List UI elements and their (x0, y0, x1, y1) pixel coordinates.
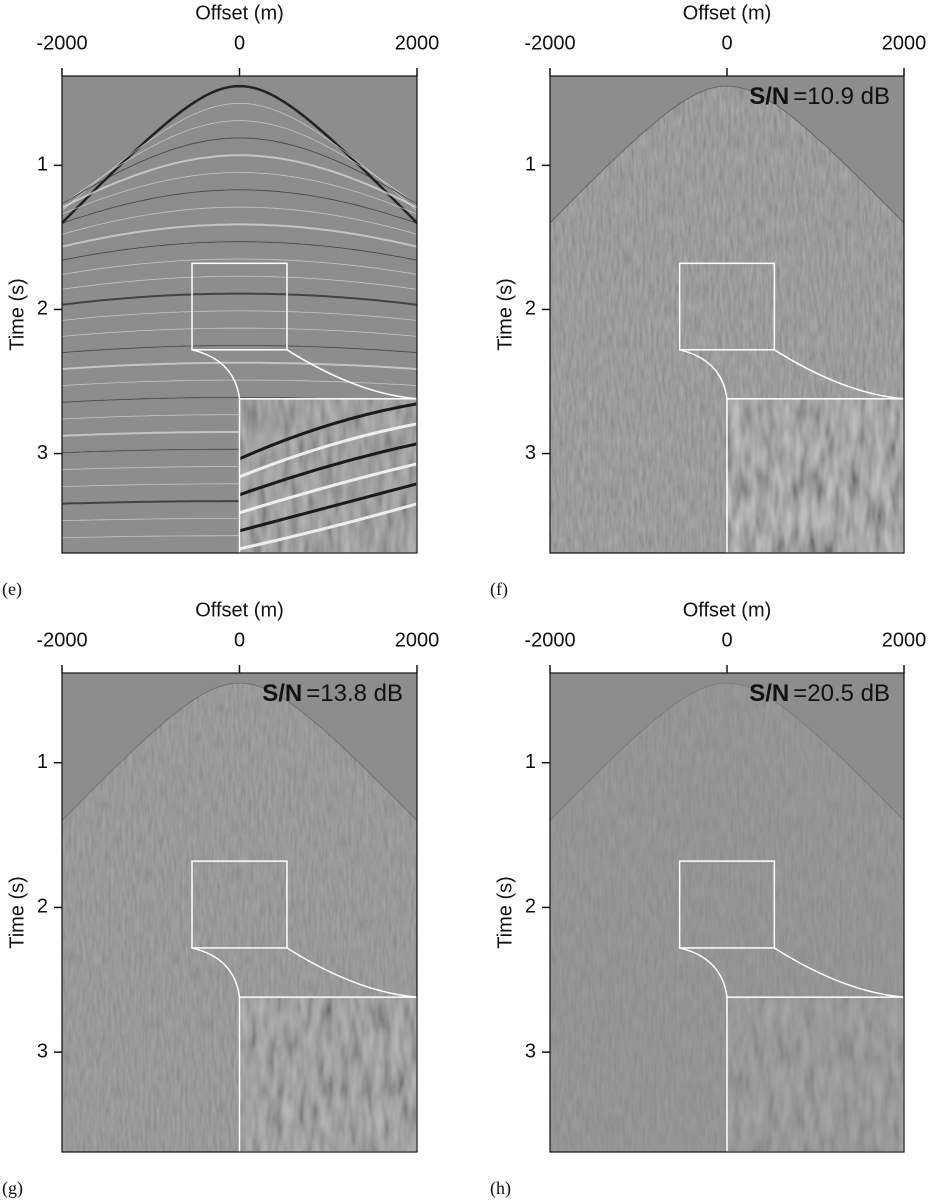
y-tick-label: 3 (37, 1040, 48, 1062)
reflection (62, 206, 417, 235)
reflection (62, 189, 417, 224)
y-tick-label: 2 (525, 896, 536, 918)
reflection (62, 154, 417, 209)
snr-value: =20.5 dB (793, 680, 890, 707)
panel-label: (f) (490, 579, 508, 600)
y-tick-label: 3 (37, 442, 48, 464)
x-tick-label: 0 (721, 32, 732, 54)
x-axis-label: Offset (m) (683, 599, 772, 621)
x-tick-label: 0 (234, 32, 245, 54)
reflection (62, 345, 417, 354)
panel-label: (e) (2, 579, 22, 600)
inset-reflection (239, 482, 417, 533)
snr-value: =10.9 dB (793, 83, 890, 110)
zoom-connector (773, 947, 905, 998)
snr-label: S/N (749, 680, 789, 707)
y-axis-label: Time (s) (494, 278, 516, 351)
y-tick-label: 2 (37, 298, 48, 320)
snr-label: S/N (749, 83, 789, 110)
y-axis-label: Time (s) (494, 876, 516, 949)
reflection (62, 292, 417, 306)
x-tick-label: 0 (721, 629, 732, 651)
x-tick-label: 2000 (395, 629, 440, 651)
y-tick-label: 1 (525, 751, 536, 773)
zoom-connector (679, 947, 728, 998)
y-tick-label: 2 (37, 896, 48, 918)
y-tick-label: 1 (37, 751, 48, 773)
snr-annotation: S/N =10.9 dB (749, 83, 890, 110)
first-arrival (62, 682, 417, 822)
zoom-box (678, 860, 776, 949)
first-arrival (550, 85, 904, 224)
x-axis-label: Offset (m) (195, 599, 284, 621)
first-arrival (550, 682, 904, 822)
snr-annotation: S/N =20.5 dB (749, 680, 890, 707)
seismic-image (550, 76, 904, 553)
inset-reflection (239, 462, 417, 515)
x-tick-label: -2000 (36, 32, 87, 54)
reflection (62, 223, 417, 248)
inset-reflection (238, 402, 417, 461)
reflection (62, 84, 417, 225)
snr-label: S/N (262, 680, 302, 707)
reflection (62, 137, 417, 205)
reflection (62, 310, 417, 321)
y-tick-label: 3 (525, 442, 536, 464)
zoom-connector (773, 349, 905, 400)
reflection (62, 327, 417, 337)
y-axis-label: Time (s) (6, 278, 28, 351)
x-axis-label: Offset (m) (683, 2, 772, 24)
zoom-box (191, 262, 288, 351)
panel: Offset (m) -2000 0 2000 Time (s) 1 2 3 (g) S/N =13… (2, 599, 439, 1199)
reflection (62, 102, 417, 212)
panel-label: (g) (2, 1178, 23, 1199)
reflection (62, 258, 417, 275)
x-tick-label: -2000 (36, 629, 87, 651)
panel: Offset (m) -2000 0 2000 Time (s) 1 2 3 (e) (2, 2, 439, 600)
zoom-connector (679, 349, 728, 399)
reflection (62, 361, 417, 371)
y-tick-label: 1 (37, 154, 48, 176)
inset-noise (239, 997, 417, 1152)
y-tick-label: 3 (525, 1040, 536, 1062)
reflection (62, 120, 417, 206)
y-tick-label: 2 (525, 298, 536, 320)
snr-value: =13.8 dB (306, 680, 403, 707)
zoom-connector (286, 947, 418, 998)
x-tick-label: 2000 (395, 32, 440, 54)
x-tick-label: 2000 (882, 629, 927, 651)
x-tick-label: 0 (234, 629, 245, 651)
panel: Offset (m) -2000 0 2000 Time (s) 1 2 3 (f) S/N =10… (490, 2, 926, 600)
zoom-box (191, 860, 288, 949)
inset-noise (727, 398, 904, 553)
reflection (62, 275, 417, 290)
panel: Offset (m) -2000 0 2000 Time (s) 1 2 3 (h) S/N =20… (490, 599, 926, 1199)
x-axis-label: Offset (m) (195, 2, 284, 24)
x-tick-label: -2000 (524, 32, 575, 54)
panel-label: (h) (490, 1178, 511, 1199)
y-tick-label: 1 (525, 154, 536, 176)
inset-reflection (238, 442, 417, 497)
reflection (62, 241, 417, 261)
inset-reflection (238, 422, 417, 479)
zoom-connector (286, 349, 418, 400)
snr-annotation: S/N =13.8 dB (262, 680, 403, 707)
x-tick-label: -2000 (524, 629, 575, 651)
y-axis-label: Time (s) (6, 876, 28, 949)
inset-noise (239, 398, 417, 553)
zoom-connector (191, 349, 241, 399)
inset-noise (727, 997, 904, 1152)
reflection (62, 172, 417, 215)
reflection (62, 379, 417, 387)
zoom-connector (191, 947, 241, 998)
zoom-box (678, 262, 776, 351)
inset-reflection (239, 502, 417, 551)
x-tick-label: 2000 (882, 32, 927, 54)
